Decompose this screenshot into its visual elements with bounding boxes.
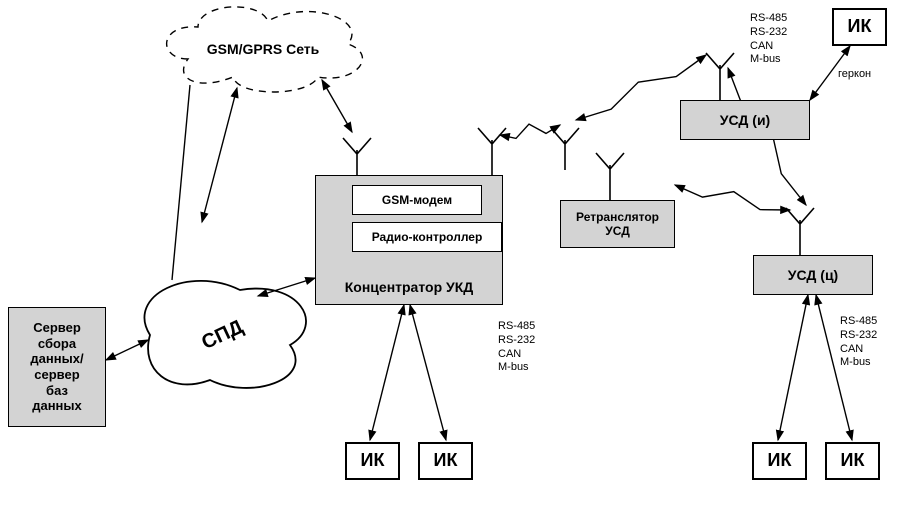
node-ukd_radio: Радио-контроллер [352, 222, 502, 252]
edge-4 [172, 85, 190, 280]
edge-12 [675, 185, 790, 210]
node-server: Сервер сбора данных/ сервер баз данных [8, 307, 106, 427]
node-ik_2: ИК [418, 442, 473, 480]
node-label: ИК [768, 450, 792, 472]
node-label: ИК [841, 450, 865, 472]
node-ik_1: ИК [345, 442, 400, 480]
label-gerkon: геркон [838, 68, 871, 82]
edge-11 [500, 124, 560, 138]
node-label: GSM/GPRS Сеть [207, 41, 320, 58]
node-label: Радио-контроллер [372, 230, 483, 244]
label-proto_usd_c: RS-485 RS-232 CAN M-bus [840, 315, 877, 370]
node-label: Ретранслятор УСД [576, 210, 659, 239]
node-retrans: Ретранслятор УСД [560, 200, 675, 248]
antenna-3 [596, 153, 624, 200]
edge-0 [202, 88, 237, 222]
node-usd_i: УСД (и) [680, 100, 810, 140]
antenna-0 [343, 138, 371, 175]
node-label: ИК [361, 450, 385, 472]
node-label: Концентратор УКД [345, 279, 474, 296]
node-label: ИК [434, 450, 458, 472]
node-ik_3: ИК [752, 442, 807, 480]
node-label: GSM-модем [382, 193, 452, 207]
antenna-2 [551, 128, 579, 170]
node-label: УСД (ц) [788, 267, 838, 284]
diagram-stage: GSM/GPRS Сеть СПД Сервер сбора данных/ сер… [0, 0, 910, 517]
node-usd_c: УСД (ц) [753, 255, 873, 295]
node-ukd_gsm: GSM-модем [352, 185, 482, 215]
node-label: УСД (и) [720, 112, 770, 129]
label-proto_ukd: RS-485 RS-232 CAN M-bus [498, 320, 535, 375]
node-ik_4: ИК [825, 442, 880, 480]
node-label: Сервер сбора данных/ сервер баз данных [30, 320, 83, 414]
node-spd: СПД [140, 275, 305, 395]
edge-5 [370, 305, 404, 440]
edge-7 [778, 295, 808, 440]
antenna-4 [706, 53, 734, 100]
edge-6 [410, 305, 446, 440]
node-label: СПД [198, 315, 247, 355]
node-ik_top: ИК [832, 8, 887, 46]
node-gsm_cloud: GSM/GPRS Сеть [168, 10, 358, 88]
label-proto_usd_i: RS-485 RS-232 CAN M-bus [750, 12, 787, 67]
node-label: ИК [848, 16, 872, 38]
antenna-5 [786, 208, 814, 255]
